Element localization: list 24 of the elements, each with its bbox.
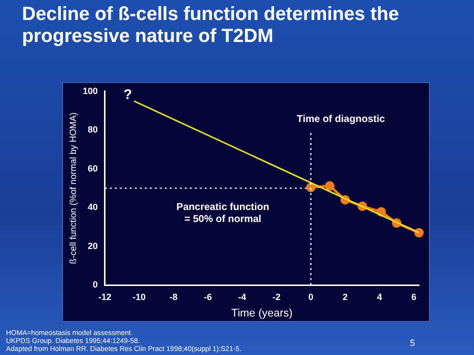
x-tick-label: -2 [272, 292, 281, 302]
chart-title: Decline of ß-cells function determines the progressive nature of T2DM [22, 4, 400, 48]
x-tick-label: 4 [377, 292, 382, 302]
x-tick-label: -6 [204, 292, 212, 302]
point [324, 181, 334, 191]
y-tick-label: 60 [88, 163, 98, 174]
annotation: ? [123, 86, 132, 102]
x-tick-label: 6 [411, 292, 416, 302]
x-tick-label: -8 [169, 292, 178, 302]
y-tick-label: 80 [88, 124, 98, 135]
x-tick-label: -12 [98, 292, 112, 302]
x-tick-label: -4 [238, 292, 246, 302]
x-tick-label: 0 [308, 292, 314, 302]
ref-line-label: Time of diagnostic [296, 114, 386, 126]
x-tick-label: -10 [132, 292, 146, 302]
y-tick-label: 40 [88, 202, 98, 212]
y-tick-label: 100 [82, 86, 98, 96]
y-axis-title: ß-cell function (%of normal by HOMA) [68, 112, 78, 264]
x-tick-label: 2 [342, 292, 348, 302]
ref-line-label: Pancreatic function = 50% of normal [176, 202, 270, 226]
y-tick-label: 20 [88, 240, 98, 251]
y-tick-label: 0 [92, 279, 98, 290]
x-axis-title: Time (years) [231, 307, 293, 320]
text: 5 [410, 338, 416, 348]
